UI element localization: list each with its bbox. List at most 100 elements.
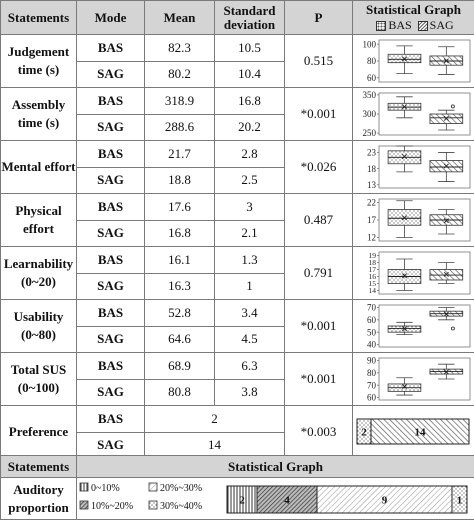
auditory-segment-label: 4 [284, 495, 290, 507]
tick-label: 100 [363, 39, 377, 49]
boxplot-chart: 70 60 50 40 [367, 303, 471, 350]
legend-label: 0~10% [91, 483, 120, 494]
mode-cell: BAS [76, 193, 145, 221]
statement-cell: Usability (0~80) [0, 299, 77, 353]
box-sag [429, 363, 464, 380]
box-bas [387, 145, 422, 173]
statement-preference: Preference [0, 405, 77, 459]
table-row: Usability (0~80) BAS 52.8 3.4 *0.001 70 60 50 40 [0, 299, 474, 353]
p-value: *0.003 [284, 405, 353, 459]
tick-label: 80 [367, 56, 377, 66]
boxplot-chart: 23 18 13 [367, 145, 471, 190]
box-bas [387, 377, 422, 396]
box-bas [387, 321, 422, 336]
mode-cell: BAS [76, 405, 145, 433]
p-value: 0.487 [284, 193, 353, 247]
statement-cell: Judgement time (s) [0, 34, 77, 88]
auditory-graph: 0~10% 20%~30% 10%~20% 30%~40% 2 4 9 1 [76, 477, 474, 520]
box-bas [387, 96, 422, 119]
tick-label: 14 [369, 286, 377, 295]
plot-frame [378, 357, 471, 401]
mode-cell: BAS [76, 140, 145, 168]
sd-cell: 2.1 [214, 219, 285, 247]
mean-marker [401, 273, 407, 279]
mode-cell: SAG [76, 60, 145, 88]
tick-label: 70 [367, 380, 377, 390]
p-value: *0.001 [284, 299, 353, 353]
preference-segment-label: 14 [415, 427, 427, 439]
tick-label: 12 [367, 233, 376, 243]
mean-marker [443, 311, 449, 317]
legend-swatch [79, 500, 89, 510]
mean-cell: 80.2 [144, 60, 215, 88]
auditory-segment-label: 1 [457, 495, 463, 507]
mean-marker [401, 384, 407, 390]
auditory-header-row: Statements Statistical Graph [0, 455, 474, 478]
mode-cell: BAS [76, 352, 145, 380]
tick-label: 18 [369, 258, 377, 267]
graph-title: Statistical Graph [366, 2, 461, 17]
sd-cell: 16.8 [214, 87, 285, 115]
auditory-bar-chart: 0~10% 20%~30% 10%~20% 30%~40% 2 4 9 1 [79, 482, 468, 514]
mode-cell: BAS [76, 299, 145, 327]
table-row: SAG 18.8 2.5 [1, 166, 474, 194]
box-bas [387, 258, 422, 291]
statistics-table: Statements Mode Mean Standard deviation … [0, 0, 474, 459]
legend-label: 10%~20% [91, 501, 133, 512]
boxplot-chart: 100 80 60 [363, 39, 471, 83]
header-p: P [284, 0, 353, 35]
mean-cell: 16.3 [144, 272, 215, 300]
table-row: SAG 80.2 10.4 [1, 60, 474, 88]
mode-cell: SAG [76, 378, 145, 406]
table-row: Learnability (0~20) BAS 16.1 1.3 0.791 19 18 17… [0, 246, 474, 300]
sd-cell: 3 [214, 193, 285, 221]
tick-label: 350 [363, 90, 377, 100]
mean-marker [443, 369, 449, 375]
mode-cell: BAS [76, 246, 145, 274]
header-row: Statements Mode Mean Standard deviation … [0, 0, 474, 35]
tick-label: 90 [367, 356, 377, 366]
sd-cell: 2.8 [214, 140, 285, 168]
mode-cell: SAG [76, 325, 145, 353]
mean-cell: 64.6 [144, 325, 215, 353]
statement-cell: Physical effort [0, 193, 77, 247]
mean-cell: 52.8 [144, 299, 215, 327]
header-standard-deviation: Standard deviation [214, 0, 285, 35]
boxplot-chart: 22 17 12 [367, 198, 471, 243]
auditory-segment [451, 485, 468, 514]
header-statements: Statements [0, 0, 77, 35]
auditory-segment [226, 485, 258, 514]
mean-cell: 82.3 [144, 34, 215, 62]
statement-cell: Learnability (0~20) [0, 246, 77, 300]
mean-cell: 18.8 [144, 166, 215, 194]
header-statistical-graph: Statistical Graph BAS SAG [352, 0, 474, 35]
tick-label: 17 [369, 265, 377, 274]
mean-cell: 16.1 [144, 246, 215, 274]
preference-row-bas: Preference BAS 2 *0.003 2 14 [0, 405, 474, 459]
sd-cell: 10.5 [214, 34, 285, 62]
tick-label: 250 [363, 128, 377, 138]
mean-marker [443, 58, 449, 64]
boxplot-chart: 350 300 250 [363, 90, 471, 138]
tick-label: 13 [367, 180, 377, 190]
auditory-segment [316, 485, 453, 514]
sd-cell: 10.4 [214, 60, 285, 88]
boxplot-cell: 22 17 12 [352, 193, 474, 247]
tick-label: 300 [363, 109, 377, 119]
legend-dots-swatch [376, 21, 387, 32]
mean-cell: 288.6 [144, 113, 215, 141]
mean-marker [401, 154, 407, 160]
preference-value-sag: 14 [144, 431, 285, 459]
boxplot-cell: 100 80 60 [352, 34, 474, 88]
mode-cell: BAS [76, 34, 145, 62]
auditory-segment-label: 2 [239, 495, 245, 507]
sd-cell: 2.5 [214, 166, 285, 194]
statement-cell: Assembly time (s) [0, 87, 77, 141]
box-sag [429, 209, 464, 235]
header-statistical-graph: Statistical Graph [76, 455, 474, 478]
legend-hatch-swatch [417, 21, 428, 32]
box-sag [429, 262, 464, 284]
mean-marker [401, 104, 407, 110]
tick-label: 60 [367, 73, 377, 83]
mean-cell: 318.9 [144, 87, 215, 115]
